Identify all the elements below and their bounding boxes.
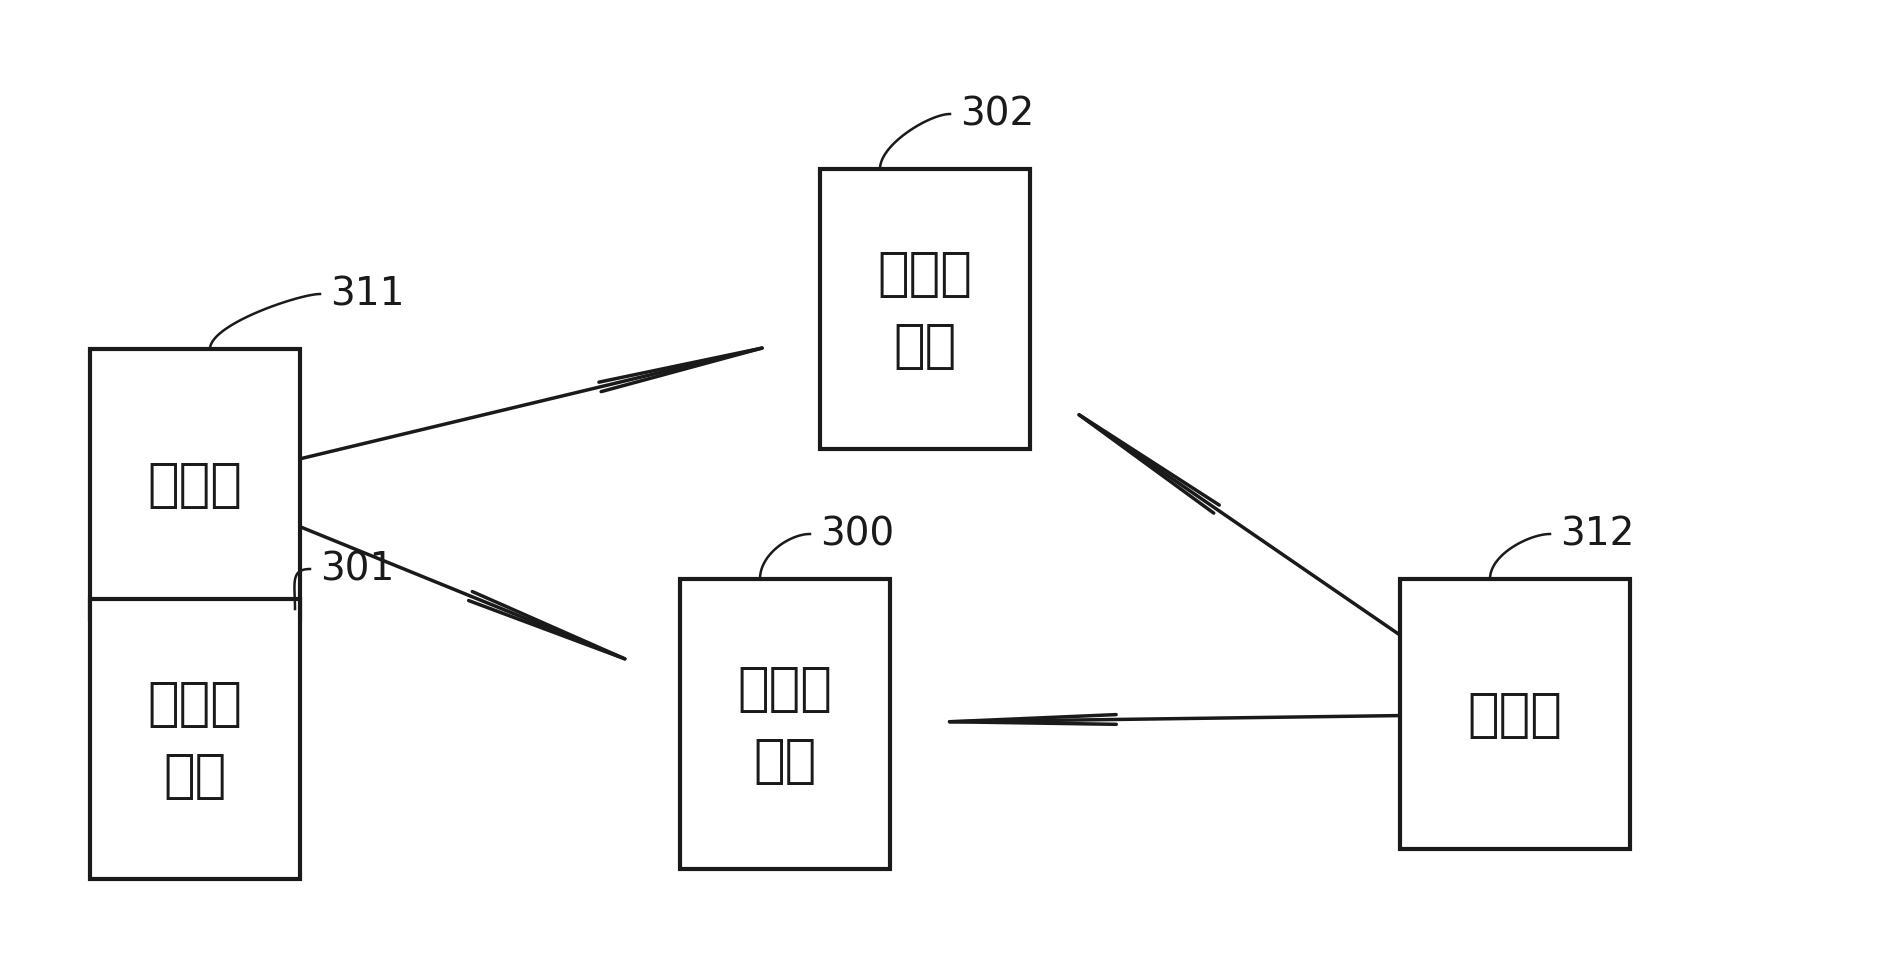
Text: 主设施: 主设施 <box>1468 689 1562 740</box>
Bar <box>89 350 300 619</box>
Text: 主设施: 主设施 <box>148 459 243 511</box>
Text: 卫星式
设施: 卫星式 设施 <box>738 662 832 786</box>
Bar <box>819 170 1030 450</box>
Text: 卫星式
设施: 卫星式 设施 <box>878 247 973 372</box>
Text: 卫星式
设施: 卫星式 设施 <box>148 677 243 801</box>
Bar <box>1399 579 1631 849</box>
Bar <box>89 600 300 879</box>
Text: 312: 312 <box>1560 515 1634 554</box>
Text: 302: 302 <box>959 96 1033 134</box>
Text: 311: 311 <box>330 276 404 314</box>
Text: 301: 301 <box>320 551 394 589</box>
Text: 300: 300 <box>819 515 895 554</box>
Bar <box>681 579 889 869</box>
